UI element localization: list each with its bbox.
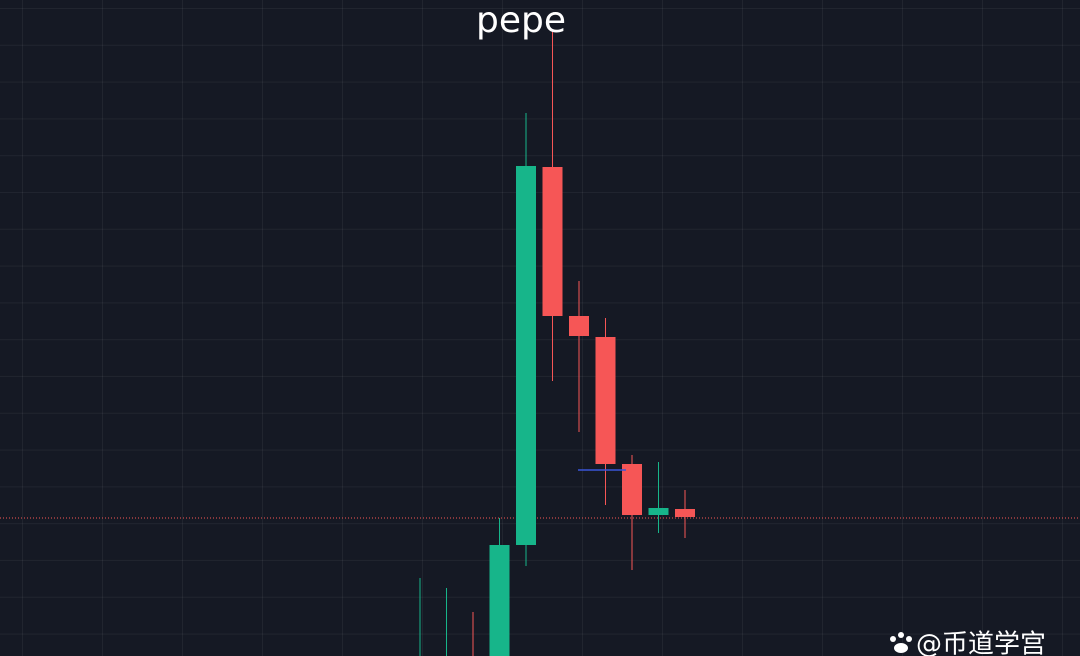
chart-title: pepe xyxy=(476,0,566,41)
watermark-icon xyxy=(890,632,912,653)
candle-body xyxy=(595,337,616,464)
candle-body xyxy=(542,167,563,316)
candle-body xyxy=(516,166,536,545)
candle-body xyxy=(648,508,669,515)
candle-body xyxy=(489,545,510,656)
candle-body xyxy=(622,464,642,515)
watermark: @币道学宫 xyxy=(916,630,1046,656)
candle-body xyxy=(569,316,589,336)
candle-body xyxy=(675,509,695,517)
